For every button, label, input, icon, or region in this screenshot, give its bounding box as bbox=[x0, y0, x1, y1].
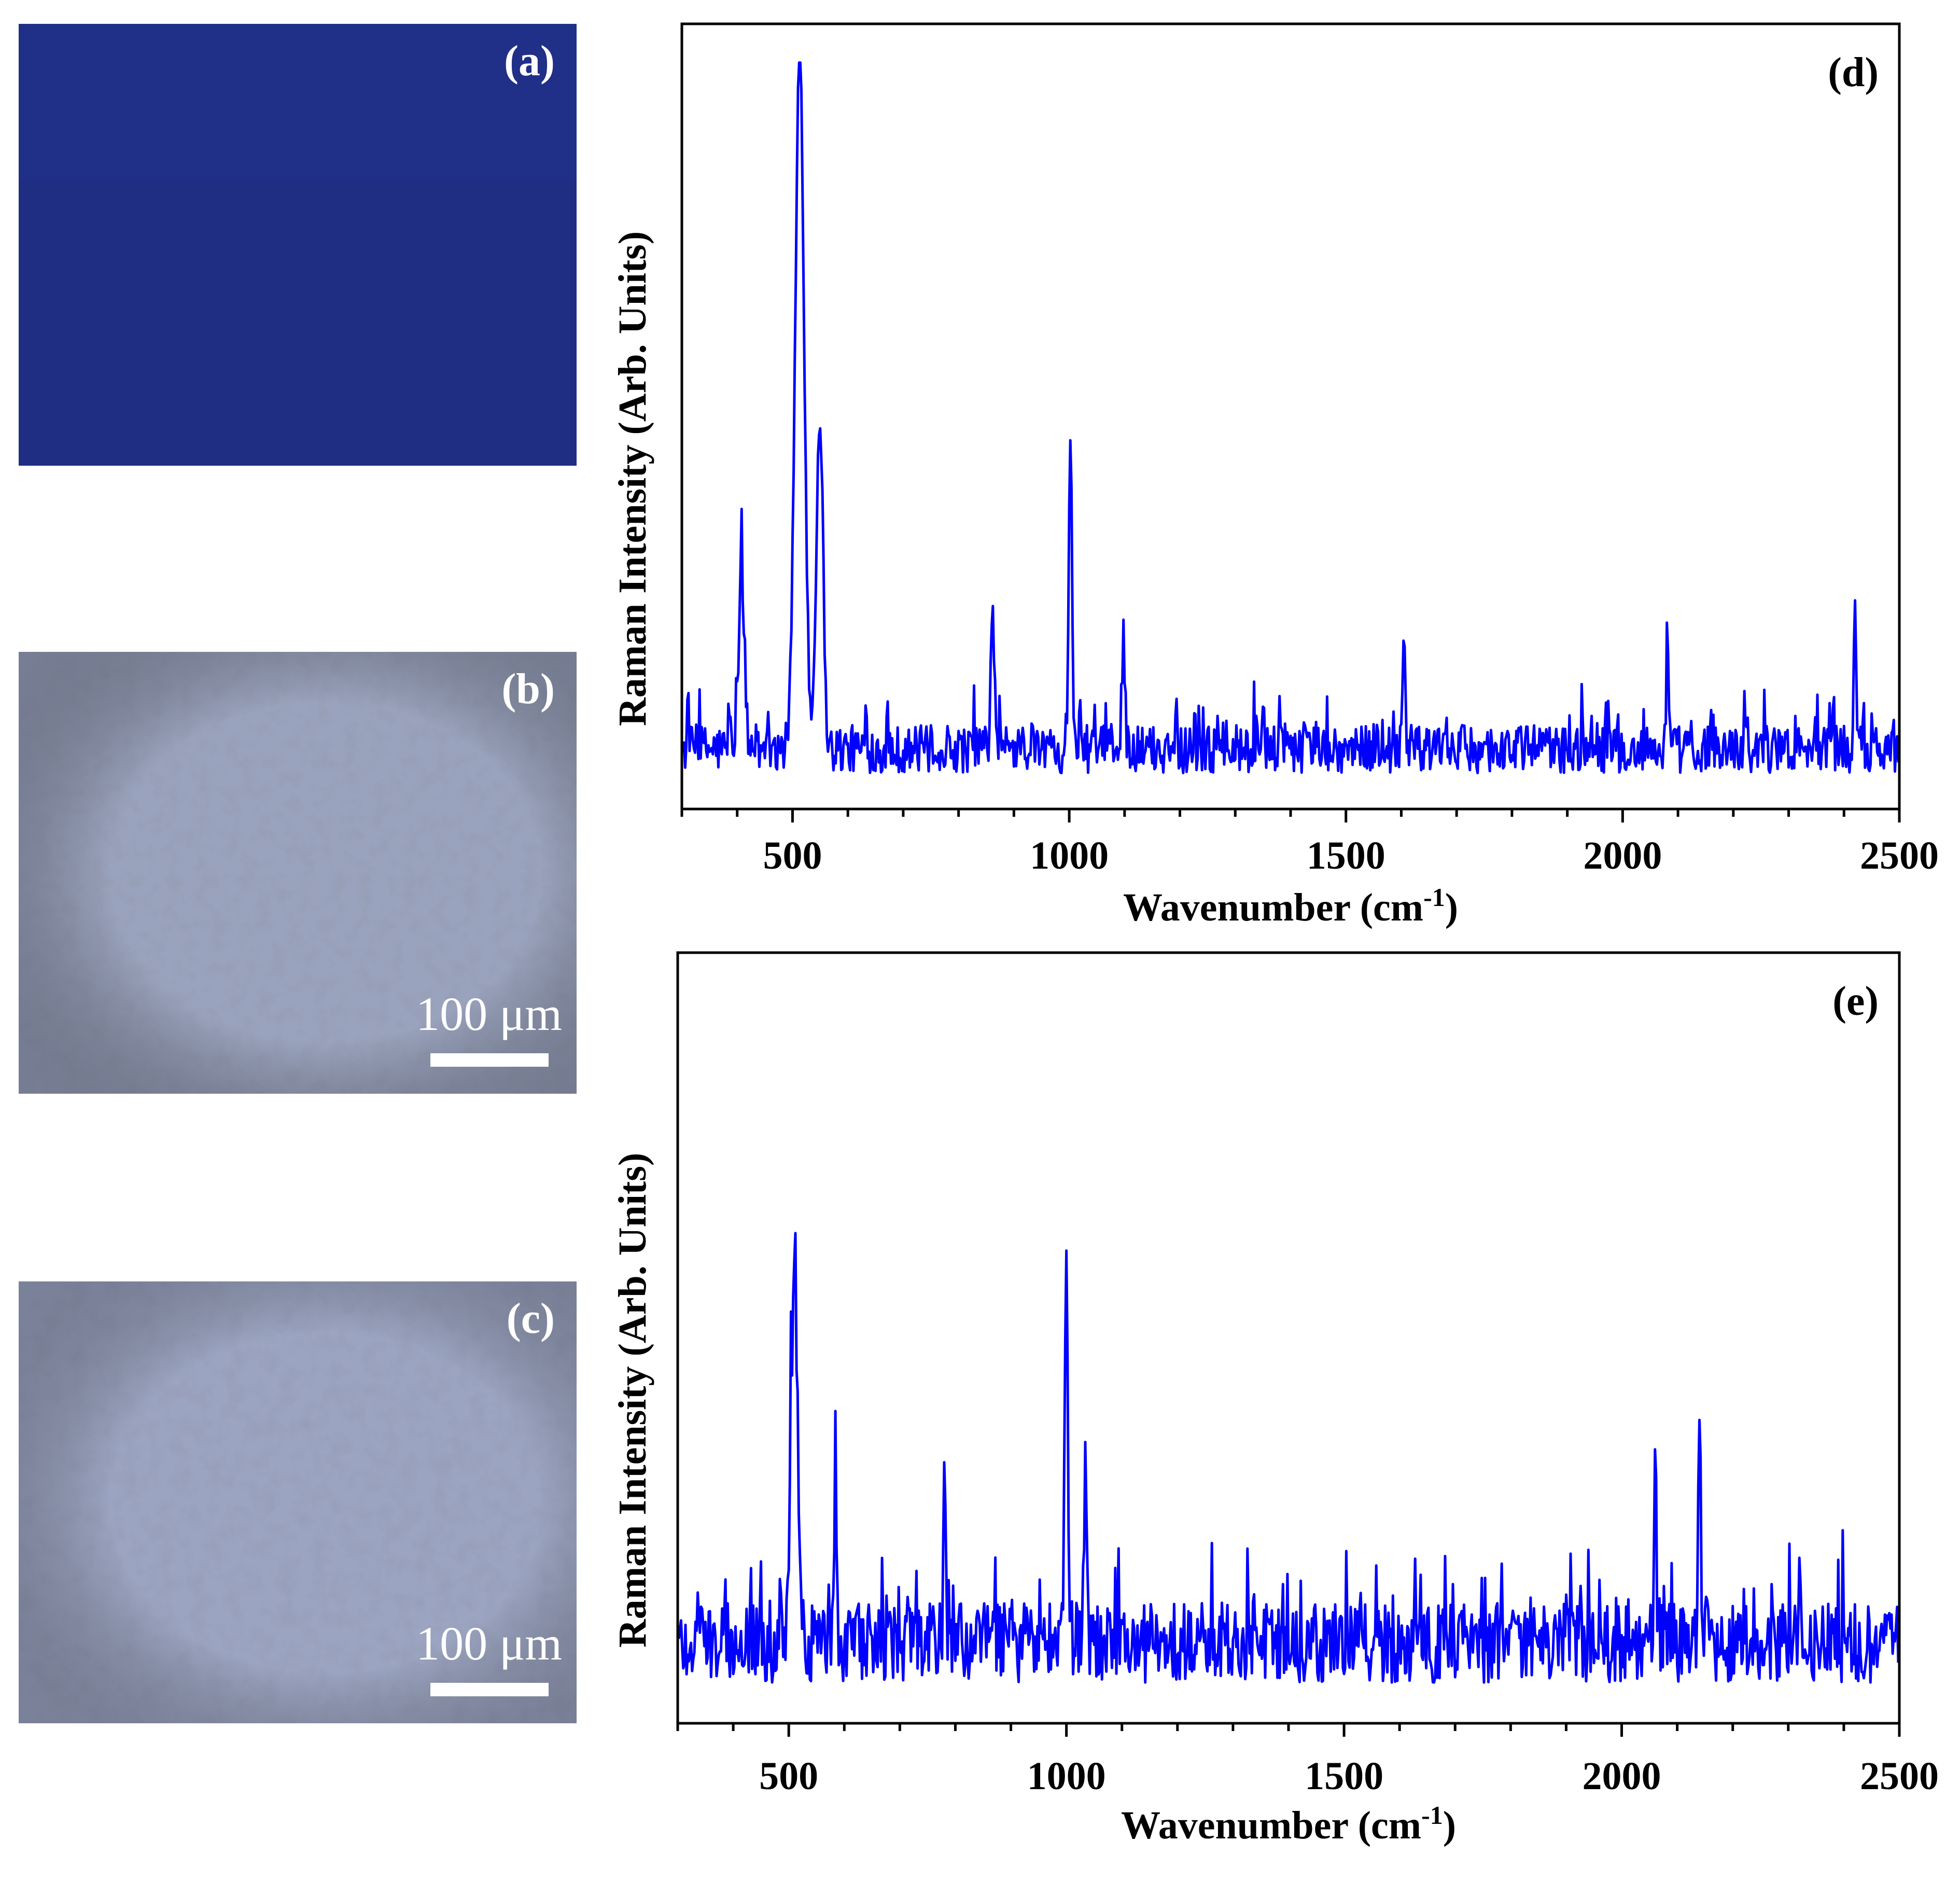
chart-label-d: (d) bbox=[1828, 50, 1879, 95]
photo-c-vignette bbox=[19, 1281, 577, 1723]
x-tick-label: 500 bbox=[763, 834, 822, 877]
photo-panel-c: (c) 100 μm bbox=[19, 1281, 577, 1723]
scale-label-c: 100 μm bbox=[416, 1617, 562, 1670]
x-tick-label: 2500 bbox=[1860, 834, 1939, 877]
spectrum-line bbox=[681, 61, 1900, 775]
x-axis-title: Wavenumber (cm-1) bbox=[1123, 883, 1458, 929]
panel-label-b: (b) bbox=[501, 665, 555, 713]
chart-d: 500 1000 1500 2000 2500 Wavenumber (cm-1) Rama… bbox=[611, 22, 1939, 929]
scale-label-b: 100 μm bbox=[416, 987, 562, 1040]
panel-label-c: (c) bbox=[506, 1294, 555, 1343]
x-tick-label: 2000 bbox=[1583, 1754, 1661, 1798]
y-axis-title: Raman Intensity (Arb. Units) bbox=[611, 1153, 654, 1648]
y-axis-title: Raman Intensity (Arb. Units) bbox=[611, 231, 654, 726]
photo-panel-a: (a) bbox=[19, 24, 577, 466]
photo-a-image bbox=[19, 24, 577, 466]
x-tick-label: 1000 bbox=[1030, 834, 1109, 877]
x-tick-label: 2500 bbox=[1860, 1754, 1939, 1798]
photo-c-image bbox=[19, 1281, 577, 1723]
spectrum-line bbox=[677, 1232, 1900, 1684]
x-tick-label: 2000 bbox=[1583, 834, 1662, 877]
photo-b-vignette bbox=[19, 652, 577, 1094]
plot-frame bbox=[680, 22, 1901, 811]
photo-a-shade bbox=[19, 24, 577, 179]
x-tick-label: 500 bbox=[759, 1754, 818, 1798]
x-tick-label: 1500 bbox=[1307, 834, 1385, 877]
x-axis-title: Wavenumber (cm-1) bbox=[1121, 1801, 1456, 1847]
chart-e: 500 1000 1500 2000 2500 Wavenumber (cm-1) Rama… bbox=[611, 951, 1939, 1847]
photo-b-image bbox=[19, 652, 577, 1094]
x-tick-label: 1000 bbox=[1027, 1754, 1106, 1798]
panel-label-a: (a) bbox=[504, 37, 555, 85]
photo-panel-b: (b) 100 μm bbox=[19, 652, 577, 1094]
scale-bar-b bbox=[430, 1053, 549, 1067]
x-tick-label: 1500 bbox=[1305, 1754, 1383, 1798]
chart-label-e: (e) bbox=[1832, 979, 1879, 1024]
scale-bar-c bbox=[430, 1683, 549, 1696]
